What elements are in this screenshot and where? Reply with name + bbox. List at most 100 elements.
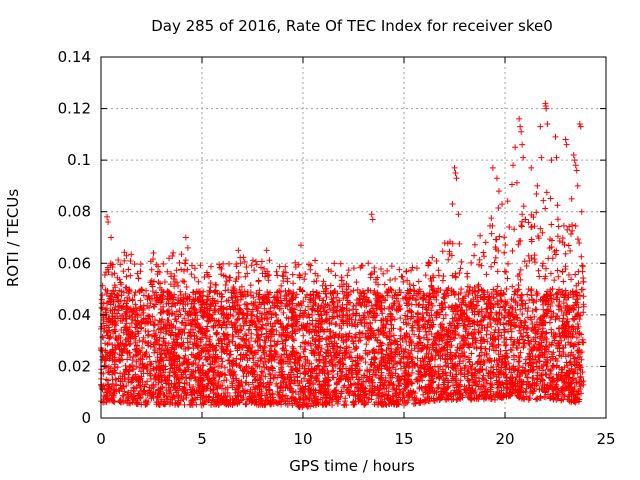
data-point	[547, 368, 554, 375]
data-point	[570, 291, 577, 298]
data-point	[207, 333, 214, 340]
data-point	[413, 395, 420, 402]
data-point	[414, 309, 421, 316]
data-point	[361, 309, 368, 316]
data-point	[508, 296, 515, 303]
data-point	[165, 340, 172, 347]
data-point	[179, 277, 186, 284]
data-point	[396, 302, 403, 309]
data-point	[373, 391, 380, 398]
data-point	[273, 312, 280, 319]
data-point	[200, 362, 207, 369]
data-point	[531, 252, 538, 259]
data-point	[466, 287, 473, 294]
data-point	[221, 331, 228, 338]
data-point	[527, 389, 534, 396]
data-point	[291, 337, 298, 344]
data-point	[234, 309, 241, 316]
data-point	[577, 386, 584, 393]
data-point	[578, 390, 585, 397]
data-point	[160, 347, 167, 354]
data-point	[442, 351, 449, 358]
data-point	[356, 329, 363, 336]
data-point	[183, 283, 190, 290]
data-point	[462, 316, 469, 323]
data-point	[471, 372, 478, 379]
data-point	[385, 392, 392, 399]
data-point	[350, 265, 357, 272]
data-point	[273, 380, 280, 387]
data-point	[365, 260, 372, 267]
data-point	[177, 397, 184, 404]
data-point	[283, 392, 290, 399]
data-point	[315, 344, 322, 351]
data-point	[243, 320, 250, 327]
data-point	[127, 363, 134, 370]
data-point	[178, 371, 185, 378]
data-point	[284, 329, 291, 336]
data-point	[501, 307, 508, 314]
data-point	[147, 367, 154, 374]
data-point	[569, 288, 576, 295]
data-point	[328, 290, 335, 297]
data-point	[312, 317, 319, 324]
data-point	[146, 370, 153, 377]
data-point	[122, 336, 129, 343]
data-point	[431, 397, 438, 404]
data-point	[494, 321, 501, 328]
data-point	[242, 293, 249, 300]
data-point	[374, 337, 381, 344]
data-point	[130, 396, 137, 403]
data-point	[435, 364, 442, 371]
data-point	[444, 336, 451, 343]
data-point	[194, 297, 201, 304]
data-point	[483, 310, 490, 317]
data-point	[446, 353, 453, 360]
data-point	[155, 279, 162, 286]
data-point	[334, 370, 341, 377]
data-point	[204, 271, 211, 278]
data-point	[481, 324, 488, 331]
data-point	[317, 324, 324, 331]
data-point	[578, 379, 585, 386]
data-point	[515, 339, 522, 346]
data-point	[282, 269, 289, 276]
data-point	[547, 295, 554, 302]
data-point	[182, 260, 189, 267]
data-point	[315, 362, 322, 369]
data-point	[424, 344, 431, 351]
data-point	[164, 317, 171, 324]
data-point	[383, 347, 390, 354]
data-point	[495, 393, 502, 400]
data-point	[523, 325, 530, 332]
data-point	[563, 376, 570, 383]
data-point	[290, 317, 297, 324]
data-point	[487, 331, 494, 338]
data-point	[409, 264, 416, 271]
data-point	[238, 351, 245, 358]
data-point	[219, 310, 226, 317]
data-point	[575, 309, 582, 316]
data-point	[518, 384, 525, 391]
data-point	[126, 287, 133, 294]
data-point	[109, 313, 116, 320]
data-point	[180, 294, 187, 301]
data-point	[371, 350, 378, 357]
data-point	[465, 291, 472, 298]
data-point	[344, 272, 351, 279]
data-point	[480, 316, 487, 323]
data-point	[471, 366, 478, 373]
data-point	[457, 340, 464, 347]
data-point	[396, 359, 403, 366]
data-point	[396, 286, 403, 293]
data-point	[205, 351, 212, 358]
data-point	[249, 379, 256, 386]
data-point	[242, 318, 249, 325]
data-point	[132, 289, 139, 296]
data-point	[471, 311, 478, 318]
data-point	[187, 371, 194, 378]
data-point	[145, 339, 152, 346]
data-point	[354, 392, 361, 399]
data-point	[449, 382, 456, 389]
data-point	[474, 319, 481, 326]
